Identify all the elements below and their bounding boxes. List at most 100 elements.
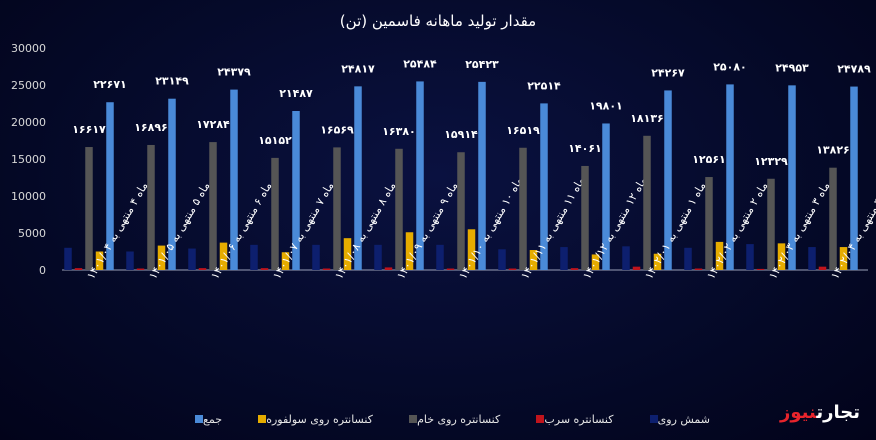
- data-label: ۲۱۴۸۷: [279, 87, 313, 100]
- bar: [508, 268, 517, 270]
- bar: [271, 157, 279, 270]
- legend-swatch: [258, 415, 267, 423]
- data-label: ۱۷۲۸۴: [196, 118, 230, 131]
- y-tick-label: 5000: [18, 227, 46, 240]
- bar: [808, 247, 816, 270]
- x-tick-label: ماه ۷ منتهی به ۱۴۰۱/۰۷: [270, 180, 336, 282]
- data-label: ۱۵۹۱۴: [444, 128, 478, 141]
- bar: [188, 248, 196, 270]
- bar: [136, 268, 145, 270]
- data-label: ۱۳۸۲۶: [816, 144, 850, 157]
- bar: [622, 246, 630, 270]
- bar: [829, 167, 837, 270]
- y-tick-label: 10000: [11, 190, 46, 203]
- bar: [818, 266, 827, 270]
- bar: [74, 268, 83, 270]
- data-label: ۲۳۱۴۹: [155, 75, 189, 88]
- bar: [333, 147, 341, 270]
- data-label: ۲۴۲۶۷: [651, 66, 685, 79]
- bar: [416, 81, 424, 271]
- legend-item: جمع: [190, 413, 222, 426]
- bar: [705, 177, 713, 270]
- data-label: ۲۵۴۲۳: [465, 58, 499, 71]
- y-tick-label: 30000: [11, 42, 46, 55]
- y-tick-label: 0: [39, 264, 46, 277]
- x-tick-label: ماه ۶ منتهی به ۱۴۰۱/۰۶: [208, 180, 274, 282]
- data-label: ۲۴۹۵۳: [775, 61, 809, 74]
- bar: [777, 243, 786, 270]
- bar: [312, 244, 320, 270]
- bar: [230, 89, 238, 270]
- bar: [529, 250, 538, 270]
- bar: [64, 247, 72, 270]
- data-label: ۲۵۴۸۴: [403, 57, 437, 70]
- x-tick-label: ماه ۴ منتهی به ۱۴۰۱/۰۴: [84, 180, 150, 282]
- y-tick-label: 15000: [11, 153, 46, 166]
- bar: [694, 268, 703, 270]
- x-tick-label: ماه ۹ منتهی به ۱۴۰۱/۰۹: [394, 180, 460, 282]
- bar: [519, 147, 527, 270]
- bar: [106, 102, 114, 271]
- data-label: ۱۶۳۸۰: [382, 125, 416, 138]
- data-label: ۲۴۸۱۷: [341, 62, 375, 75]
- data-label: ۱۶۵۱۹: [506, 124, 540, 137]
- bar: [653, 253, 662, 270]
- bar: [726, 84, 734, 271]
- data-label: ۱۲۳۲۹: [754, 155, 788, 168]
- bar: [457, 152, 465, 270]
- bar: [95, 251, 104, 270]
- legend-item: شمش روی: [645, 413, 710, 426]
- data-label: ۱۴۰۶۱: [568, 142, 602, 155]
- bar: [354, 86, 362, 270]
- x-tick-label: ماه ۱ منتهی به ۱۴۰۲/۰۱: [642, 180, 708, 282]
- data-label: ۱۶۶۱۷: [72, 123, 106, 136]
- data-label: ۲۵۰۸۰: [713, 60, 747, 73]
- legend-item: کنسانتره روی خام: [404, 413, 500, 426]
- bar: [292, 110, 300, 270]
- bar: [684, 247, 692, 270]
- bar: [198, 268, 207, 270]
- bar: [126, 251, 134, 270]
- bar: [664, 90, 672, 271]
- legend-item: کنسانتره سرب: [531, 413, 613, 426]
- bar: [384, 267, 393, 270]
- bar: [560, 247, 568, 270]
- bar: [374, 244, 382, 270]
- bar: [343, 238, 352, 270]
- brand-part2: نیوز: [780, 402, 817, 423]
- bar: [405, 232, 414, 270]
- legend-swatch: [536, 415, 545, 423]
- y-tick-label: 20000: [11, 116, 46, 129]
- bar: [643, 135, 651, 270]
- bar: [570, 268, 579, 270]
- legend-swatch: [649, 415, 658, 423]
- x-tick-label: ماه ۲ منتهی به ۱۴۰۲/۰۲: [704, 180, 770, 282]
- bar: [436, 244, 444, 270]
- bar: [498, 249, 506, 270]
- data-label: ۱۶۵۶۹: [320, 123, 354, 136]
- data-label: ۱۸۱۳۶: [630, 112, 664, 125]
- x-tick-label: ماه ۱۱ منتهی به ۱۴۰۱/۱۱: [518, 175, 587, 282]
- bar: [850, 86, 858, 270]
- bar: [591, 254, 600, 270]
- legend: شمش روی کنسانتره سرب کنسانتره روی خام کنسان…: [190, 410, 710, 428]
- x-tick-label: ماه ۸ منتهی به ۱۴۰۱/۰۸: [332, 180, 398, 282]
- legend-label: جمع: [203, 412, 223, 426]
- bar: [85, 147, 93, 270]
- bar: [467, 229, 476, 270]
- data-label: ۱۲۵۶۱: [692, 153, 726, 166]
- bar: [281, 252, 290, 270]
- bar: [446, 268, 455, 270]
- bar: [715, 241, 724, 270]
- bar: [395, 148, 403, 270]
- bar: [602, 123, 610, 271]
- bar: [767, 178, 775, 270]
- legend-label: کنسانتره سرب: [544, 412, 614, 426]
- bar: [322, 268, 331, 270]
- bar: [788, 85, 796, 270]
- bar: [478, 81, 486, 270]
- data-label: ۲۴۷۸۹: [837, 63, 871, 76]
- legend-swatch: [195, 415, 203, 423]
